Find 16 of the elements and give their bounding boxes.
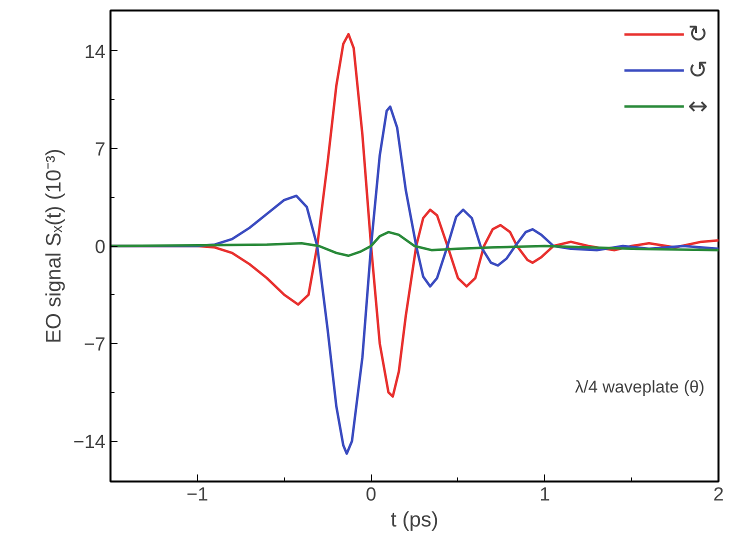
line-series [110, 230, 718, 258]
x-tick-label: 1 [540, 484, 550, 506]
y-axis-title: EO signal Sₓ(t) (10⁻³) [42, 148, 66, 344]
x-tick-label: −1 [186, 484, 208, 506]
legend-label: ↺ [688, 56, 708, 84]
y-tick-label: −7 [84, 334, 106, 356]
legend-label: ↔ [688, 92, 708, 120]
y-tick-label: −14 [73, 432, 106, 454]
legend-label: ↻ [688, 20, 708, 48]
y-tick-label: 14 [84, 42, 106, 63]
x-axis-title: t (ps) [390, 508, 438, 532]
x-tick-label: 2 [713, 484, 724, 506]
y-tick-label: 0 [94, 237, 106, 258]
y-tick-label: 7 [94, 139, 106, 160]
annotation: λ/4 waveplate (θ) [575, 378, 704, 396]
x-tick-label: 0 [366, 484, 376, 506]
